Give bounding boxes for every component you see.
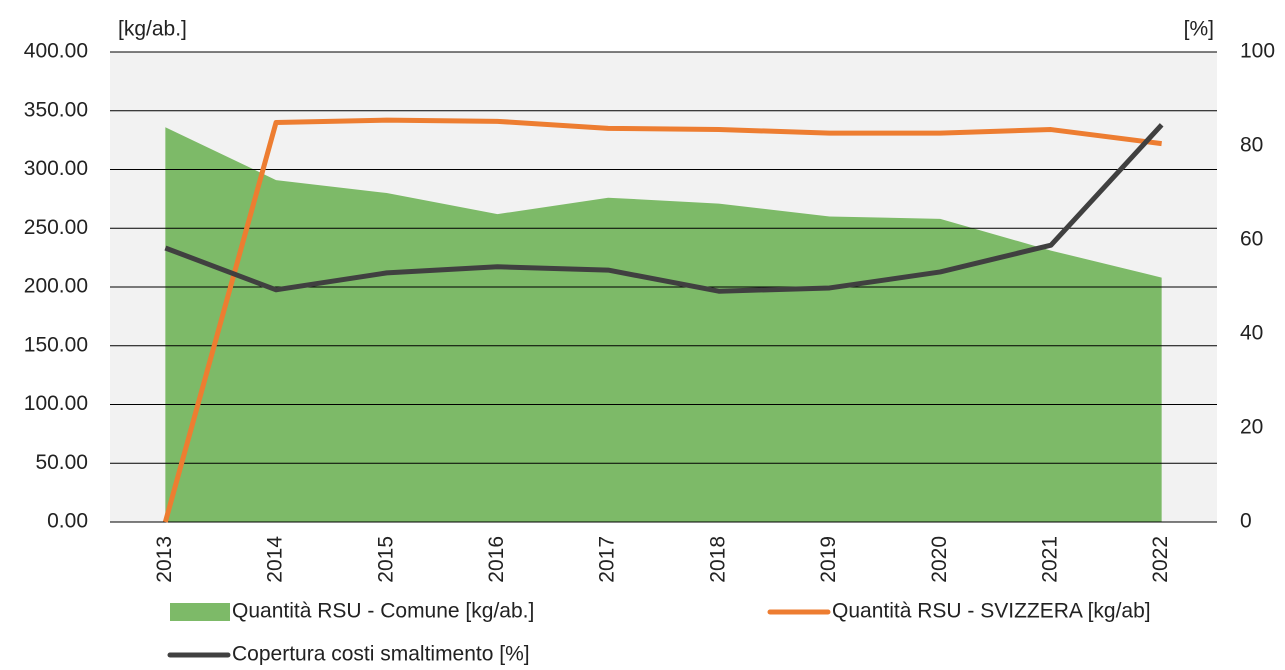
line (164, 123, 1164, 294)
x-tick-label: 2018 (706, 536, 729, 583)
x-tick-label: 2016 (485, 536, 508, 583)
y2-tick-label: 80 (1240, 134, 1263, 157)
line (162, 117, 1162, 523)
x-tick-label: 2022 (1149, 536, 1172, 583)
x-tick-label: 2021 (1038, 536, 1061, 583)
y-tick-label: 350.00 (24, 98, 88, 121)
legend-swatch (170, 603, 230, 621)
y2-tick-label: 40 (1240, 322, 1263, 345)
x-tick-label: 2017 (596, 536, 619, 583)
y2-tick-label: 100 (1240, 40, 1275, 63)
y2-tick-label: 0 (1240, 510, 1252, 533)
legend-label: Quantità RSU - SVIZZERA [kg/ab] (832, 600, 1151, 623)
legend-label: Quantità RSU - Comune [kg/ab.] (232, 600, 534, 623)
x-tick-label: 2020 (928, 536, 951, 583)
area (165, 127, 1162, 522)
y2-tick-label: 20 (1240, 416, 1263, 439)
y-tick-label: 400.00 (24, 40, 88, 63)
y2-tick-label: 60 (1240, 228, 1263, 251)
x-tick-label: 2019 (817, 536, 840, 583)
y-tick-label: 250.00 (24, 216, 88, 239)
legend-label: Copertura costi smaltimento [%] (232, 643, 530, 666)
y2-axis-label: [%] (1184, 18, 1214, 41)
x-tick-label: 2015 (374, 536, 397, 583)
y-tick-label: 50.00 (35, 451, 88, 474)
x-tick-label: 2014 (264, 536, 287, 583)
y-tick-label: 200.00 (24, 275, 88, 298)
x-tick-label: 2013 (153, 536, 176, 583)
y-tick-label: 300.00 (24, 157, 88, 180)
y-tick-label: 0.00 (47, 510, 88, 533)
y-tick-label: 100.00 (24, 392, 88, 415)
y-axis-label: [kg/ab.] (118, 18, 187, 41)
y-tick-label: 150.00 (24, 333, 88, 356)
